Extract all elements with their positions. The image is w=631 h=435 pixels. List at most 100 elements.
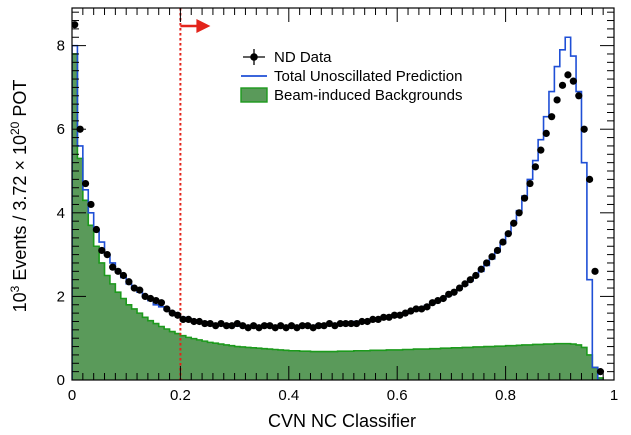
data-point — [98, 246, 106, 255]
data-point — [266, 322, 274, 330]
data-point — [417, 305, 426, 313]
data-point — [157, 299, 166, 307]
x-tick-label: 1 — [610, 387, 618, 404]
data-point — [553, 96, 561, 104]
data-point — [466, 276, 474, 284]
y-axis-title: 103 Events / 3.72 × 1020 POT — [8, 80, 30, 313]
data-point — [564, 71, 572, 79]
data-point — [342, 319, 350, 328]
x-tick-label: 0 — [68, 387, 76, 404]
data-point — [504, 230, 512, 238]
data-point — [293, 324, 301, 332]
data-point — [499, 238, 507, 246]
data-point — [510, 219, 518, 227]
data-point — [352, 319, 361, 328]
data-point — [434, 296, 442, 305]
legend-data-marker — [250, 53, 258, 61]
data-point — [179, 315, 187, 323]
data-point — [363, 317, 371, 326]
cut-arrow-head — [196, 19, 211, 33]
data-point — [331, 322, 339, 330]
data-point — [396, 311, 404, 319]
data-point — [233, 319, 241, 328]
data-point — [304, 322, 312, 330]
data-point — [542, 129, 550, 137]
data-point — [141, 292, 149, 301]
data-point — [320, 322, 328, 330]
data-point — [537, 146, 545, 154]
data-point — [336, 319, 344, 328]
x-axis-title: CVN NC Classifier — [268, 411, 416, 431]
data-point — [580, 125, 588, 133]
y-tick-label: 0 — [57, 372, 65, 389]
data-point — [260, 322, 269, 330]
y-tick-label: 4 — [57, 205, 65, 222]
data-point — [114, 267, 122, 275]
data-point — [596, 368, 605, 376]
x-tick-label: 0.4 — [278, 387, 299, 404]
data-point — [358, 317, 366, 326]
data-point — [423, 303, 431, 311]
legend-label: Beam-induced Backgrounds — [274, 87, 462, 104]
data-point — [390, 311, 399, 319]
data-point — [325, 319, 334, 328]
data-point — [152, 296, 160, 305]
data-point — [168, 309, 176, 317]
data-point — [212, 322, 220, 330]
data-point — [130, 284, 138, 292]
data-point — [255, 324, 263, 332]
data-point — [493, 246, 502, 255]
x-tick-label: 0.2 — [170, 387, 191, 404]
data-point — [380, 313, 388, 321]
data-point — [81, 179, 90, 188]
data-point — [315, 322, 323, 330]
data-point — [277, 322, 285, 330]
data-point — [239, 322, 247, 330]
data-point — [206, 319, 214, 328]
x-tick-label: 0.6 — [387, 387, 408, 404]
data-point — [184, 315, 193, 323]
data-point — [190, 317, 198, 326]
data-point — [174, 311, 182, 319]
data-point — [163, 305, 171, 313]
data-point — [385, 313, 393, 321]
background-histogram-outline — [72, 53, 604, 380]
data-point — [228, 322, 236, 330]
legend: ND Data Total Unoscillated Prediction Beam… — [240, 49, 462, 104]
data-point — [407, 307, 415, 315]
data-point — [103, 251, 111, 259]
axes: 0 0.2 0.4 0.6 0.8 1 0 2 4 6 8 — [57, 7, 618, 404]
data-point — [217, 319, 225, 328]
data-point — [287, 322, 296, 330]
data-point — [428, 299, 437, 307]
data-point — [439, 294, 447, 303]
chart-marks — [72, 8, 605, 380]
x-tick-label: 0.8 — [495, 387, 516, 404]
data-point — [488, 253, 496, 261]
data-point — [586, 175, 594, 183]
data-point — [249, 322, 258, 330]
data-point — [92, 225, 100, 234]
data-point — [558, 81, 567, 89]
data-point — [109, 263, 117, 271]
data-point — [298, 322, 306, 330]
legend-label: ND Data — [274, 49, 332, 66]
data-point — [526, 179, 534, 188]
y-tick-label: 2 — [57, 288, 65, 305]
data-point — [483, 259, 491, 267]
data-point — [222, 322, 231, 330]
data-point — [477, 265, 485, 273]
data-point — [271, 324, 279, 332]
data-point — [369, 315, 377, 323]
data-point — [125, 278, 133, 286]
data-point — [445, 290, 453, 298]
data-point — [201, 319, 209, 328]
data-point — [401, 309, 409, 317]
data-point — [347, 319, 355, 328]
data-point — [309, 324, 317, 332]
data-point — [461, 280, 469, 288]
data-point — [282, 324, 290, 332]
data-point — [136, 286, 144, 294]
data-point — [412, 305, 420, 313]
